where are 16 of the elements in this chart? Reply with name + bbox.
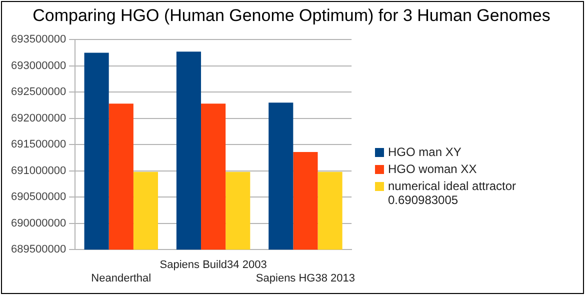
y-tick-label: 692000000: [10, 112, 66, 124]
y-tick-label: 692500000: [10, 86, 66, 98]
legend-label: HGO woman XX: [388, 162, 478, 176]
y-tick-label: 690500000: [10, 191, 66, 204]
legend-label: HGO man XY: [388, 145, 462, 159]
x-tick-label: Sapiens Build34 2003: [160, 259, 267, 272]
y-tick-label: 690000000: [10, 217, 66, 230]
y-tick-label: 693000000: [10, 60, 66, 72]
x-tick-label: Neanderthal: [91, 272, 152, 284]
y-tick-label: 693500000: [10, 34, 66, 46]
legend-label: numerical ideal attractor 0.690983005: [388, 179, 518, 207]
y-tick-label: 691000000: [10, 164, 66, 177]
x-tick-label: Sapiens HG38 2013: [256, 272, 356, 284]
y-tick-label: 689500000: [10, 244, 66, 256]
y-tick-label: 691500000: [10, 138, 66, 151]
chart-title: Comparing HGO (Human Genome Optimum) for 3 Human Genomes: [32, 6, 552, 26]
